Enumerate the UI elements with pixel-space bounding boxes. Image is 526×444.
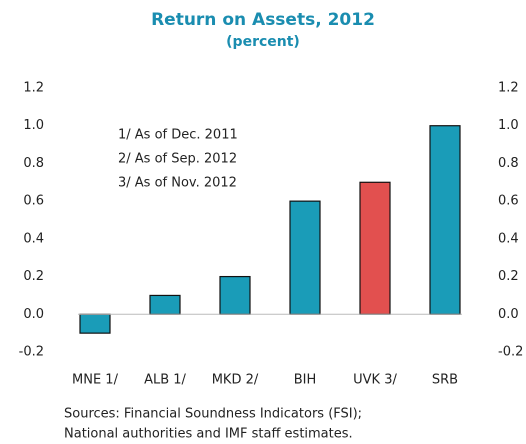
- y2-tick-label: -0.2: [498, 345, 523, 360]
- bar: [79, 313, 111, 334]
- x-tick-label: MNE 1/: [72, 373, 119, 388]
- y2-tick-label: 1.0: [498, 118, 519, 133]
- y-tick-label: 0.6: [23, 194, 44, 209]
- bar: [219, 275, 251, 315]
- y-tick-label: 0.2: [23, 269, 44, 284]
- y-tick-label: 0.4: [23, 231, 44, 246]
- annotation: 3/ As of Nov. 2012: [118, 176, 237, 191]
- bar: [289, 200, 321, 315]
- x-tick-label: UVK 3/: [353, 373, 397, 388]
- y-tick-label: -0.2: [19, 345, 44, 360]
- y-tick-label: 1.0: [23, 118, 44, 133]
- y2-tick-label: 0.6: [498, 194, 519, 209]
- bar: [359, 181, 391, 315]
- y-tick-label: 0.0: [23, 307, 44, 322]
- y2-tick-label: 0.4: [498, 231, 519, 246]
- x-tick-label: SRB: [432, 373, 458, 388]
- annotation: 1/ As of Dec. 2011: [118, 128, 238, 143]
- source-note: National authorities and IMF staff estim…: [64, 427, 353, 442]
- y2-tick-label: 0.2: [498, 269, 519, 284]
- bar: [149, 294, 181, 315]
- source-note: Sources: Financial Soundness Indicators …: [64, 407, 362, 422]
- x-tick-label: BIH: [294, 373, 317, 388]
- y2-tick-label: 0.8: [498, 156, 519, 171]
- y2-tick-label: 1.2: [498, 81, 519, 96]
- chart-subtitle: (percent): [226, 34, 300, 50]
- annotation: 2/ As of Sep. 2012: [118, 152, 237, 167]
- y-tick-label: 1.2: [23, 81, 44, 96]
- x-tick-label: MKD 2/: [212, 373, 259, 388]
- bar: [429, 125, 461, 315]
- y-tick-label: 0.8: [23, 156, 44, 171]
- x-tick-label: ALB 1/: [144, 373, 186, 388]
- y2-tick-label: 0.0: [498, 307, 519, 322]
- chart-title: Return on Assets, 2012: [151, 10, 375, 30]
